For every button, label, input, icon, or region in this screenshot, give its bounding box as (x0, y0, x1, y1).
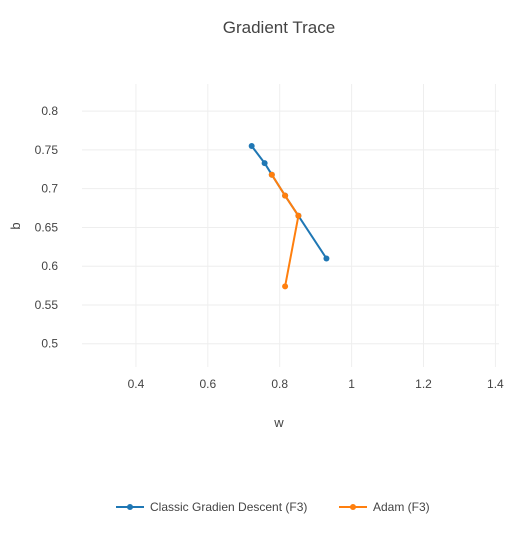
y-tick-label: 0.8 (41, 104, 58, 118)
x-tick-label: 1 (348, 377, 355, 391)
legend-label: Adam (F3) (373, 500, 430, 514)
series-1 (268, 171, 302, 290)
series-line (270, 174, 300, 287)
y-tick-label: 0.5 (41, 337, 58, 351)
y-tick-label: 0.7 (41, 182, 58, 196)
y-tick-label: 0.6 (41, 259, 58, 273)
legend-marker (350, 504, 356, 510)
data-point[interactable] (323, 255, 330, 262)
y-tick-label: 0.75 (35, 143, 59, 157)
data-point[interactable] (248, 143, 255, 150)
data-point[interactable] (282, 283, 289, 290)
y-tick-label: 0.65 (35, 220, 59, 234)
x-tick-label: 0.8 (271, 377, 288, 391)
series-layer (248, 143, 330, 290)
x-axis-title: w (273, 415, 284, 430)
legend-item[interactable]: Adam (F3) (339, 500, 430, 514)
data-point[interactable] (282, 192, 289, 199)
legend-marker (127, 504, 133, 510)
y-axis-title: b (8, 222, 23, 229)
data-point[interactable] (268, 171, 275, 178)
grid-layer (82, 84, 499, 367)
data-point[interactable] (261, 160, 268, 167)
x-tick-label: 0.4 (128, 377, 145, 391)
legend-label: Classic Gradien Descent (F3) (150, 500, 307, 514)
chart-title: Gradient Trace (223, 18, 335, 37)
data-point[interactable] (295, 212, 302, 219)
x-tick-label: 0.6 (199, 377, 216, 391)
y-tick-label: 0.55 (35, 298, 59, 312)
legend[interactable]: Classic Gradien Descent (F3) Adam (F3) (116, 500, 430, 514)
legend-item[interactable]: Classic Gradien Descent (F3) (116, 500, 307, 514)
x-tick-label: 1.4 (487, 377, 504, 391)
x-axis-ticks: 0.4 0.6 0.8 1 1.2 1.4 (128, 377, 504, 391)
y-axis-ticks: 0.5 0.55 0.6 0.65 0.7 0.75 0.8 (35, 104, 59, 351)
x-tick-label: 1.2 (415, 377, 432, 391)
